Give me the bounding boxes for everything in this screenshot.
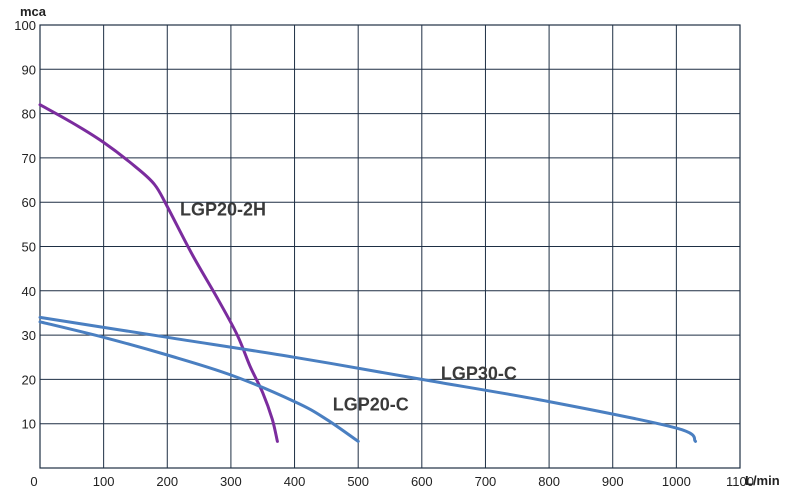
- x-tick-label: 900: [602, 474, 624, 489]
- series-label-lgp20-2h: LGP20-2H: [180, 199, 266, 219]
- y-tick-label: 40: [22, 284, 36, 299]
- y-tick-label: 10: [22, 417, 36, 432]
- x-tick-label: 300: [220, 474, 242, 489]
- y-tick-label: 30: [22, 328, 36, 343]
- x-tick-label: 0: [30, 474, 37, 489]
- x-tick-label: 1100: [726, 474, 754, 489]
- x-tick-label: 800: [538, 474, 560, 489]
- x-axis-label: L/min: [745, 473, 780, 488]
- x-tick-label: 500: [347, 474, 369, 489]
- y-tick-label: 60: [22, 195, 36, 210]
- y-tick-label: 50: [22, 240, 36, 255]
- y-tick-label: 70: [22, 151, 36, 166]
- series-layer: [38, 103, 697, 443]
- x-tick-label: 700: [475, 474, 497, 489]
- y-tick-label: 100: [14, 18, 36, 33]
- y-axis-label: mca: [20, 4, 47, 19]
- y-tick-label: 80: [22, 107, 36, 122]
- x-tick-label: 600: [411, 474, 433, 489]
- tick-labels: 0 100 200 300 400 500 600 700 800 900 1000 1100 10 20…: [14, 18, 754, 489]
- x-tick-label: 1000: [662, 474, 691, 489]
- series-line-lgp20-c: [38, 320, 360, 443]
- series-label-lgp20-c: LGP20-C: [333, 394, 409, 414]
- y-tick-label: 20: [22, 372, 36, 387]
- x-tick-label: 200: [156, 474, 178, 489]
- series-line-lgp30-c: [38, 315, 697, 443]
- y-tick-label: 90: [22, 62, 36, 77]
- series-line-lgp20-2h: [38, 103, 279, 443]
- x-tick-label: 400: [284, 474, 306, 489]
- series-label-lgp30-c: LGP30-C: [441, 363, 517, 383]
- grid: [40, 25, 740, 468]
- x-tick-label: 100: [93, 474, 115, 489]
- series-labels: LGP20-2H LGP30-C LGP20-C: [180, 199, 517, 414]
